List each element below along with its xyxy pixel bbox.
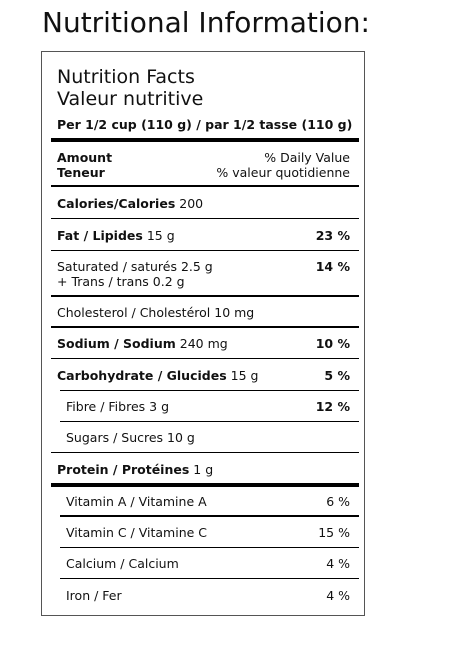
fat-label: Fat / Lipides [57,228,143,243]
divider [60,547,359,548]
sodium-value: 240 mg [179,336,228,351]
cholesterol-value: 10 mg [214,305,255,320]
divider [51,185,359,187]
saturated-label: Saturated / saturés [57,259,177,274]
fibre-label: Fibre / Fibres [66,399,146,414]
page-heading: Nutritional Information: [42,6,370,39]
divider [60,578,359,579]
teneur-label: Teneur [57,165,105,180]
saturated-trans-row: Saturated / saturés 2.5 g + Trans / tran… [57,259,213,289]
daily-value-header: % Daily Value % valeur quotidienne [216,150,350,180]
iron-label: Iron / Fer [66,588,122,603]
fibre-value: 3 g [149,399,170,414]
sodium-row: Sodium / Sodium 240 mg [57,336,228,351]
trans-line: + Trans / trans 0.2 g [57,274,213,289]
calories-label: Calories/Calories [57,196,176,211]
carbohydrate-value: 15 g [230,368,259,383]
saturated-daily-value: 14 % [315,259,350,274]
protein-row: Protein / Protéines 1 g [57,462,213,477]
carbohydrate-label: Carbohydrate / Glucides [57,368,227,383]
fat-daily-value: 23 % [315,228,350,243]
amount-header: Amount Teneur [57,150,112,180]
fibre-daily-value: 12 % [315,399,350,414]
divider [51,358,359,359]
nutrition-facts-label: Nutrition Facts Valeur nutritive Per 1/2… [41,51,365,616]
saturated-line: Saturated / saturés 2.5 g [57,259,213,274]
daily-value-label: % Daily Value [264,150,350,165]
serving-size: Per 1/2 cup (110 g) / par 1/2 tasse (110… [57,117,353,132]
trans-label: + Trans / trans [57,274,149,289]
protein-label: Protein / Protéines [57,462,190,477]
sodium-label: Sodium / Sodium [57,336,176,351]
protein-value: 1 g [193,462,214,477]
cholesterol-label: Cholesterol / Cholestérol [57,305,211,320]
vitamin-a-label: Vitamin A / Vitamine A [66,494,207,509]
cholesterol-row: Cholesterol / Cholestérol 10 mg [57,305,254,320]
thick-divider [51,138,359,142]
vitamin-a-daily-value: 6 % [326,494,350,509]
amount-label: Amount [57,150,113,165]
calcium-daily-value: 4 % [326,556,350,571]
fibre-row: Fibre / Fibres 3 g [66,399,169,414]
trans-value: 0.2 g [152,274,185,289]
vitamin-c-daily-value: 15 % [318,525,350,540]
carbohydrate-row: Carbohydrate / Glucides 15 g [57,368,258,383]
thick-divider [51,483,359,487]
iron-daily-value: 4 % [326,588,350,603]
vitamin-c-label: Vitamin C / Vitamine C [66,525,208,540]
sugars-label: Sugars / Sucres [66,430,164,445]
divider [51,452,359,453]
fat-row: Fat / Lipides 15 g [57,228,175,243]
label-title: Nutrition Facts Valeur nutritive [57,66,203,110]
carbohydrate-daily-value: 5 % [324,368,350,383]
fat-value: 15 g [146,228,175,243]
sugars-row: Sugars / Sucres 10 g [66,430,195,445]
divider [51,250,359,251]
calories-value: 200 [179,196,204,211]
title-french: Valeur nutritive [57,88,204,110]
divider [60,390,359,391]
saturated-value: 2.5 g [180,259,213,274]
sugars-value: 10 g [167,430,195,445]
divider [51,295,359,297]
divider [60,421,359,422]
valeur-quotidienne-label: % valeur quotidienne [216,165,350,180]
divider [60,515,359,517]
title-english: Nutrition Facts [57,66,195,88]
divider [51,326,359,328]
divider [51,218,359,219]
calcium-label: Calcium / Calcium [66,556,179,571]
sodium-daily-value: 10 % [315,336,350,351]
calories-row: Calories/Calories 200 [57,196,203,211]
